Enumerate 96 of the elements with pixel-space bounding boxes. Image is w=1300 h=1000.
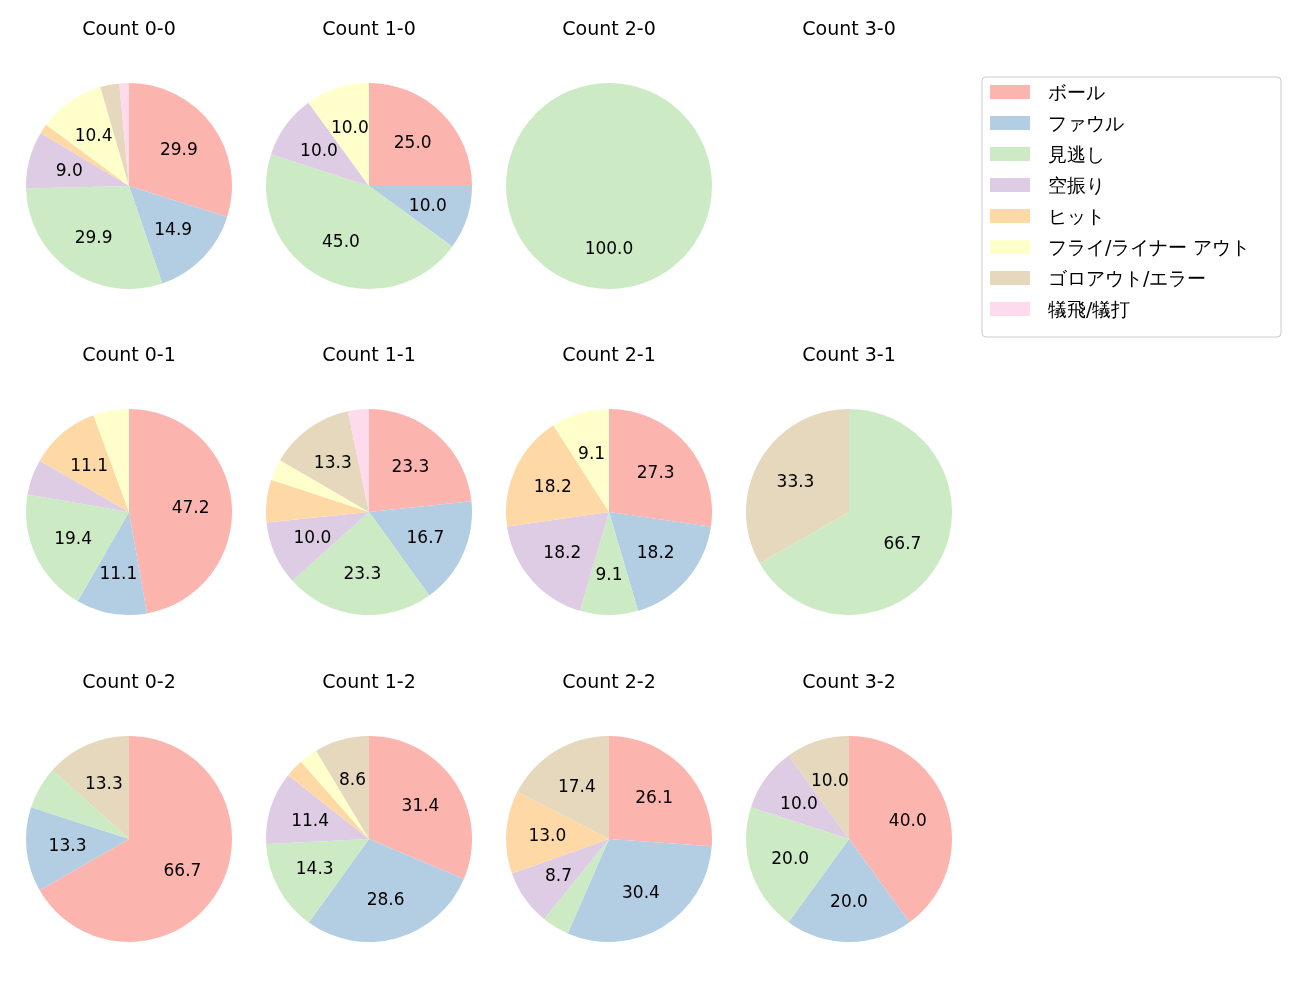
data-label: 19.4 [54,528,93,549]
pie-slice [52,736,129,839]
pie-slice [746,409,849,564]
legend-label: ヒット [1048,205,1105,227]
data-label: 30.4 [622,881,660,902]
data-label: 31.4 [401,794,440,815]
pie-slice [579,512,639,615]
pie-slice [266,154,453,289]
data-label: 8.6 [339,769,367,790]
data-label: 13.3 [48,835,87,856]
pie-slice [39,736,232,942]
data-label: 11.4 [291,810,330,831]
data-label: 20.0 [771,848,810,869]
data-label: 33.3 [776,471,815,492]
data-label: 13.0 [528,824,567,845]
data-label: 11.1 [70,454,109,475]
data-label: 23.3 [343,563,382,584]
legend-label: 空振り [1048,174,1105,196]
pie-slice [27,460,129,512]
pie-slice [129,186,228,284]
pie-slice [369,83,472,186]
data-label: 10.4 [74,125,113,146]
text: Count 3-0 [802,17,896,39]
data-label: 18.2 [533,476,572,497]
pie-slice [517,736,609,839]
data-label: 10.0 [780,792,818,813]
data-label: 40.0 [888,809,927,830]
data-label: 18.2 [543,542,582,563]
data-label: 18.2 [636,542,675,563]
chart-title: Count 2-2 [562,670,656,692]
pie-slice [40,124,129,186]
data-label: 13.3 [313,451,352,472]
data-label: 13.3 [84,772,123,793]
chart-title: Count 3-2 [802,670,896,692]
pie-slice [609,409,712,527]
pie-slice [609,736,712,847]
chart-title: Count 1-1 [322,343,416,365]
data-label: 23.3 [391,456,430,477]
data-label: 9.0 [55,160,83,181]
legend-label: ファウル [1048,112,1124,134]
data-label: 25.0 [393,132,432,153]
legend-label: フライ/ライナー アウト [1048,236,1251,258]
pie-slice [46,87,129,186]
legend-label: 見逃し [1048,143,1105,165]
data-label: 10.0 [408,195,447,216]
data-label: 20.0 [830,890,868,911]
data-label: 9.1 [595,563,623,584]
chart-title: Count 3-1 [802,343,896,365]
pie-slice [369,186,472,247]
pie-slice [266,479,369,523]
pie-slice [39,415,129,512]
chart-title: Count 0-2 [82,670,176,692]
data-label: 100.0 [584,237,634,258]
pie-slice [266,839,369,923]
data-label: 17.4 [557,776,596,797]
data-label: 28.6 [366,888,405,909]
chart-title: Count 0-1 [82,343,176,365]
pie-slice [26,807,129,891]
pie-slice [31,769,129,839]
data-label: 11.1 [99,562,138,583]
legend-label: ボール [1048,81,1105,103]
data-label: 29.9 [159,139,198,160]
data-label: 10.0 [293,527,332,548]
pie-slice [279,411,369,512]
data-label: 8.7 [544,864,573,885]
data-label: 66.7 [883,532,922,553]
pie-slice [759,409,952,615]
pie-slice [369,736,472,880]
data-label: 9.1 [578,442,606,463]
data-label: 10.0 [300,139,338,160]
pie-slice [511,839,609,919]
data-label: 29.9 [74,226,113,247]
data-label: 16.7 [406,527,445,548]
chart-title: Count 1-0 [322,17,416,39]
pie-slice [271,102,369,186]
legend-label: 犠飛/犠打 [1048,298,1131,320]
data-label: 27.3 [636,461,675,482]
legend-label: ゴロアウト/エラー [1048,267,1207,289]
data-label: 14.9 [154,219,193,240]
chart-title: Count 0-0 [82,17,176,39]
data-label: 66.7 [163,859,202,880]
data-label: 14.3 [295,858,334,879]
data-label: 10.0 [330,117,369,138]
pie-slice [288,761,369,839]
data-label: 10.0 [810,770,849,791]
pie-slice [506,425,609,527]
pie-slice [369,409,472,512]
data-label: 26.1 [635,786,674,807]
data-label: 47.2 [171,496,210,517]
chart-title: Count 1-2 [322,670,416,692]
chart-title: Count 2-1 [562,343,656,365]
data-label: 45.0 [322,231,360,252]
pie-slice [544,839,609,934]
chart-title: Count 2-0 [562,17,656,39]
pie-slice [129,83,232,218]
pie-slice [751,755,849,839]
